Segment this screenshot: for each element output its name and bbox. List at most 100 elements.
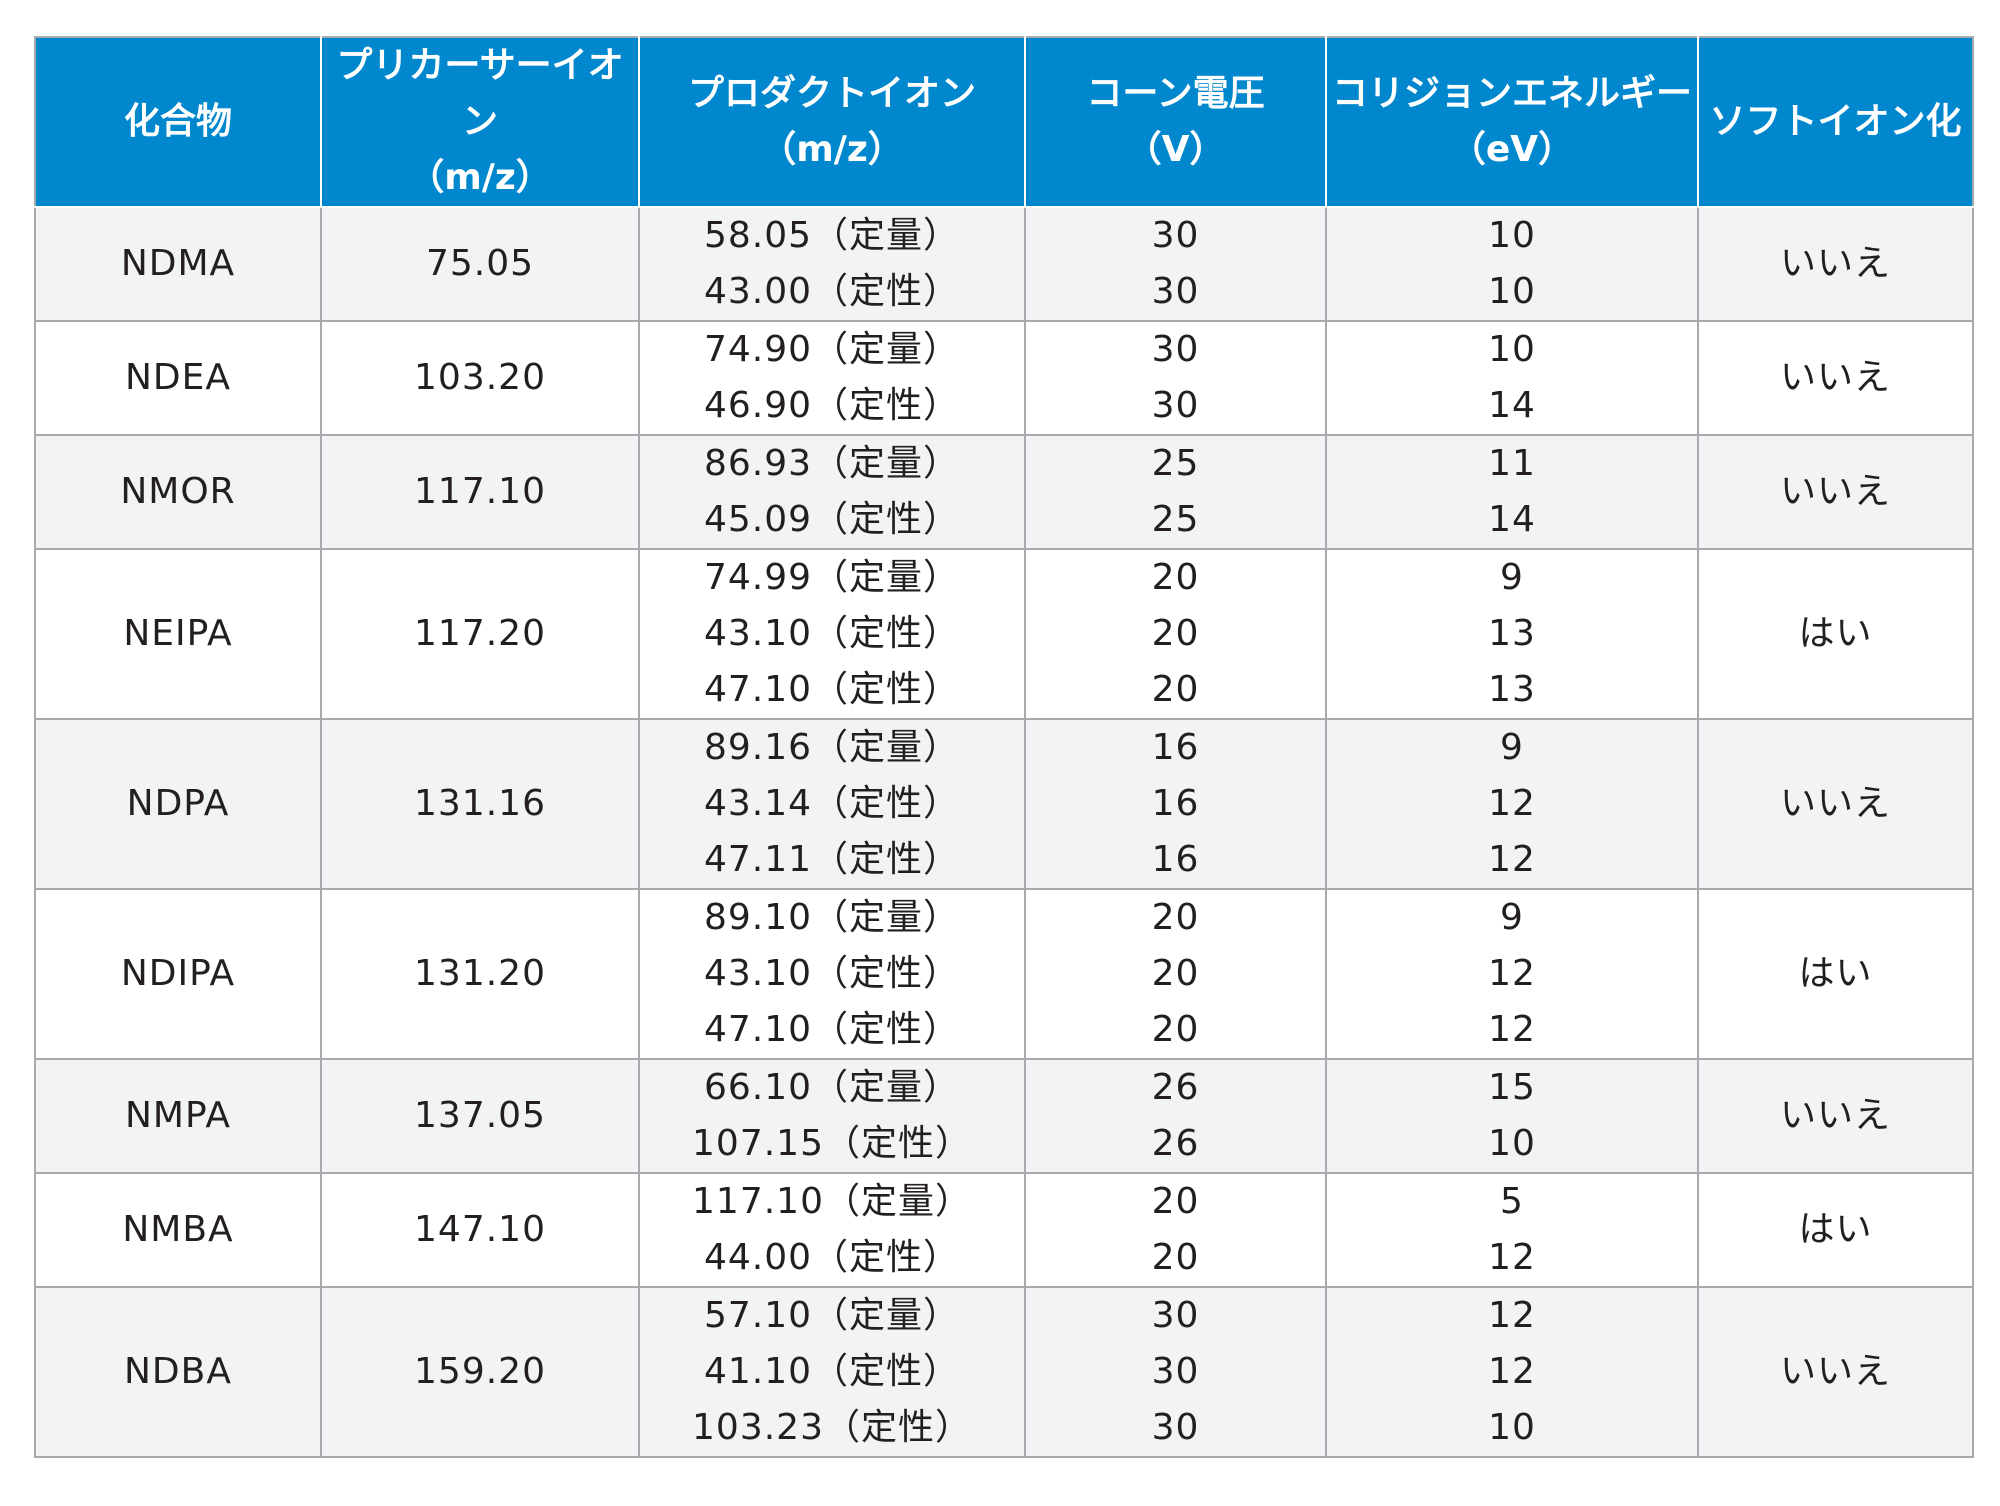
precursor-cell-value: 131.16 <box>414 783 546 824</box>
cone-voltage-cell-value: 26 <box>1151 1123 1200 1164</box>
product-cell-value: 117.10（定量） <box>692 1181 972 1222</box>
collision-energy-cell: 12 12 10 <box>1325 1286 1699 1458</box>
precursor-cell-value: 103.20 <box>414 357 546 398</box>
soft-ionization-cell: いいえ <box>1697 1286 1974 1458</box>
collision-energy-cell: 10 14 <box>1325 320 1699 436</box>
collision-energy-cell-value: 15 <box>1488 1067 1536 1108</box>
collision-energy-cell: 5 12 <box>1325 1172 1699 1288</box>
cone-voltage-cell-value: 30 <box>1151 1295 1200 1336</box>
product-cell-value: 66.10（定量） <box>703 1067 961 1108</box>
cone-voltage-cell-value: 30 <box>1151 1351 1200 1392</box>
product-cell: 117.10（定量） 44.00（定性） <box>638 1172 1026 1288</box>
collision-energy-cell: 9 12 12 <box>1325 718 1699 890</box>
collision-energy-cell-value: 10 <box>1488 1407 1536 1448</box>
collision-energy-cell-value: 12 <box>1488 1351 1536 1392</box>
collision-energy-cell-value: 14 <box>1488 499 1536 540</box>
cone-voltage-cell-value: 20 <box>1151 669 1200 710</box>
header-soft-ionization: ソフトイオン化 <box>1697 36 1974 208</box>
collision-energy-cell-value: 12 <box>1488 1295 1536 1336</box>
cone-voltage-cell: 25 25 <box>1024 434 1327 550</box>
header-compound: 化合物 <box>34 36 322 208</box>
table-row: NDIPA 131.20 89.10（定量） 43.10（定性） 47.10（定性） 20… <box>34 888 1974 1060</box>
collision-energy-cell: 15 10 <box>1325 1058 1699 1174</box>
product-cell-value: 47.11（定性） <box>703 839 961 880</box>
product-cell-value: 103.23（定性） <box>692 1407 972 1448</box>
precursor-cell-value: 117.10 <box>414 471 546 512</box>
precursor-cell-value: 117.20 <box>414 613 546 654</box>
product-cell-value: 43.14（定性） <box>703 783 961 824</box>
cone-voltage-cell-value: 20 <box>1151 613 1200 654</box>
table-row: NMPA 137.05 66.10（定量） 107.15（定性） 26 26 15 10 いいえ <box>34 1058 1974 1174</box>
soft-ionization-cell-value: いいえ <box>1779 357 1891 398</box>
compound-cell: NMBA <box>34 1172 322 1288</box>
cone-voltage-cell-value: 20 <box>1151 1009 1200 1050</box>
product-cell-value: 74.99（定量） <box>703 557 961 598</box>
collision-energy-cell-value: 10 <box>1488 271 1536 312</box>
collision-energy-cell-value: 11 <box>1488 443 1536 484</box>
soft-ionization-cell-value: はい <box>1798 613 1873 654</box>
cone-voltage-cell-value: 30 <box>1151 271 1200 312</box>
precursor-cell: 131.16 <box>320 718 640 890</box>
header-collision-energy: コリジョンエネルギー （eV） <box>1325 36 1699 208</box>
compound-cell-value: NMPA <box>124 1095 232 1136</box>
product-cell-value: 47.10（定性） <box>703 1009 961 1050</box>
precursor-cell: 103.20 <box>320 320 640 436</box>
collision-energy-cell-value: 12 <box>1488 953 1536 994</box>
product-cell-value: 43.10（定性） <box>703 953 961 994</box>
collision-energy-cell-value: 12 <box>1488 1009 1536 1050</box>
soft-ionization-cell: いいえ <box>1697 434 1974 550</box>
soft-ionization-cell: いいえ <box>1697 320 1974 436</box>
compound-cell-value: NDBA <box>124 1351 232 1392</box>
header-row: 化合物 プリカーサーイオン （m/z） プロダクトイオン （m/z） コーン電圧… <box>34 36 1974 208</box>
collision-energy-cell-value: 12 <box>1488 839 1536 880</box>
compound-cell-value: NDMA <box>120 243 236 284</box>
table-row: NDEA 103.20 74.90（定量） 46.90（定性） 30 30 10 14 いいえ <box>34 320 1974 436</box>
product-cell-value: 44.00（定性） <box>703 1237 961 1278</box>
compound-cell: NMPA <box>34 1058 322 1174</box>
collision-energy-cell-value: 10 <box>1488 329 1536 370</box>
collision-energy-cell-value: 13 <box>1488 613 1536 654</box>
soft-ionization-cell-value: はい <box>1798 1209 1873 1250</box>
collision-energy-cell-value: 12 <box>1488 1237 1536 1278</box>
precursor-cell: 131.20 <box>320 888 640 1060</box>
collision-energy-cell: 9 12 12 <box>1325 888 1699 1060</box>
product-cell-value: 89.16（定量） <box>703 727 961 768</box>
precursor-cell: 117.10 <box>320 434 640 550</box>
collision-energy-cell-value: 13 <box>1488 669 1536 710</box>
cone-voltage-cell: 20 20 20 <box>1024 548 1327 720</box>
collision-energy-cell-value: 10 <box>1488 215 1536 256</box>
precursor-cell-value: 75.05 <box>425 243 535 284</box>
product-cell: 89.10（定量） 43.10（定性） 47.10（定性） <box>638 888 1026 1060</box>
product-cell-value: 43.10（定性） <box>703 613 961 654</box>
precursor-cell-value: 137.05 <box>414 1095 546 1136</box>
cone-voltage-cell-value: 26 <box>1151 1067 1200 1108</box>
soft-ionization-cell: いいえ <box>1697 206 1974 322</box>
collision-energy-cell-value: 10 <box>1488 1123 1536 1164</box>
collision-energy-cell-value: 9 <box>1500 727 1524 768</box>
collision-energy-cell-value: 9 <box>1500 897 1524 938</box>
cone-voltage-cell: 26 26 <box>1024 1058 1327 1174</box>
product-cell-value: 46.90（定性） <box>703 385 961 426</box>
table-row: NDBA 159.20 57.10（定量） 41.10（定性） 103.23（定性） 30… <box>34 1286 1974 1458</box>
cone-voltage-cell-value: 16 <box>1151 839 1200 880</box>
compound-cell: NDIPA <box>34 888 322 1060</box>
product-cell-value: 47.10（定性） <box>703 669 961 710</box>
soft-ionization-cell-value: いいえ <box>1779 243 1891 284</box>
table-row: NMBA 147.10 117.10（定量） 44.00（定性） 20 20 5 12 はい <box>34 1172 1974 1288</box>
compound-cell: NDEA <box>34 320 322 436</box>
soft-ionization-cell: はい <box>1697 888 1974 1060</box>
product-cell-value: 86.93（定量） <box>703 443 961 484</box>
product-cell: 86.93（定量） 45.09（定性） <box>638 434 1026 550</box>
compound-cell: NDMA <box>34 206 322 322</box>
cone-voltage-cell-value: 20 <box>1151 953 1200 994</box>
soft-ionization-cell: いいえ <box>1697 718 1974 890</box>
product-cell: 74.99（定量） 43.10（定性） 47.10（定性） <box>638 548 1026 720</box>
cone-voltage-cell-value: 30 <box>1151 1407 1200 1448</box>
precursor-cell: 75.05 <box>320 206 640 322</box>
precursor-cell: 159.20 <box>320 1286 640 1458</box>
soft-ionization-cell-value: いいえ <box>1779 471 1891 512</box>
soft-ionization-cell-value: いいえ <box>1779 1095 1891 1136</box>
product-cell-value: 57.10（定量） <box>703 1295 961 1336</box>
cone-voltage-cell-value: 20 <box>1151 557 1200 598</box>
cone-voltage-cell-value: 25 <box>1151 443 1200 484</box>
